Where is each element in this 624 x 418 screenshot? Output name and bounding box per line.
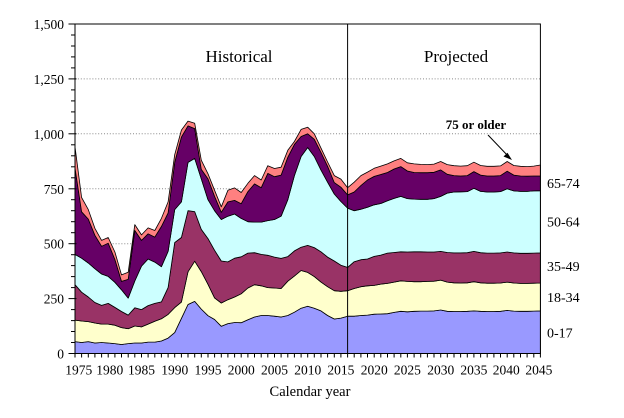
svg-text:2000: 2000 (228, 363, 255, 378)
svg-text:750: 750 (44, 182, 65, 197)
svg-text:35-49: 35-49 (547, 260, 580, 275)
svg-text:Calendar year: Calendar year (270, 384, 351, 400)
svg-text:1,250: 1,250 (34, 72, 65, 87)
svg-text:1985: 1985 (128, 363, 155, 378)
svg-text:2010: 2010 (294, 363, 321, 378)
svg-text:2020: 2020 (361, 363, 388, 378)
svg-text:1,000: 1,000 (34, 127, 65, 142)
svg-text:65-74: 65-74 (547, 177, 580, 192)
svg-text:Projected: Projected (424, 47, 489, 66)
svg-text:0: 0 (57, 347, 64, 362)
svg-text:1980: 1980 (96, 363, 123, 378)
svg-text:2045: 2045 (525, 363, 552, 378)
svg-text:2040: 2040 (493, 363, 520, 378)
svg-text:1975: 1975 (65, 363, 92, 378)
svg-text:2030: 2030 (427, 363, 454, 378)
svg-text:1990: 1990 (161, 363, 188, 378)
svg-text:500: 500 (44, 237, 65, 252)
svg-text:250: 250 (44, 292, 65, 307)
svg-text:75 or older: 75 or older (446, 117, 507, 132)
svg-text:2005: 2005 (261, 363, 288, 378)
svg-text:1995: 1995 (195, 363, 222, 378)
svg-text:1,500: 1,500 (34, 17, 65, 32)
svg-text:18-34: 18-34 (547, 291, 580, 306)
svg-text:2015: 2015 (327, 363, 354, 378)
svg-text:50-64: 50-64 (547, 216, 580, 231)
svg-text:2035: 2035 (460, 363, 487, 378)
svg-text:2025: 2025 (394, 363, 421, 378)
svg-text:Historical: Historical (205, 47, 272, 66)
svg-text:0-17: 0-17 (547, 327, 573, 342)
